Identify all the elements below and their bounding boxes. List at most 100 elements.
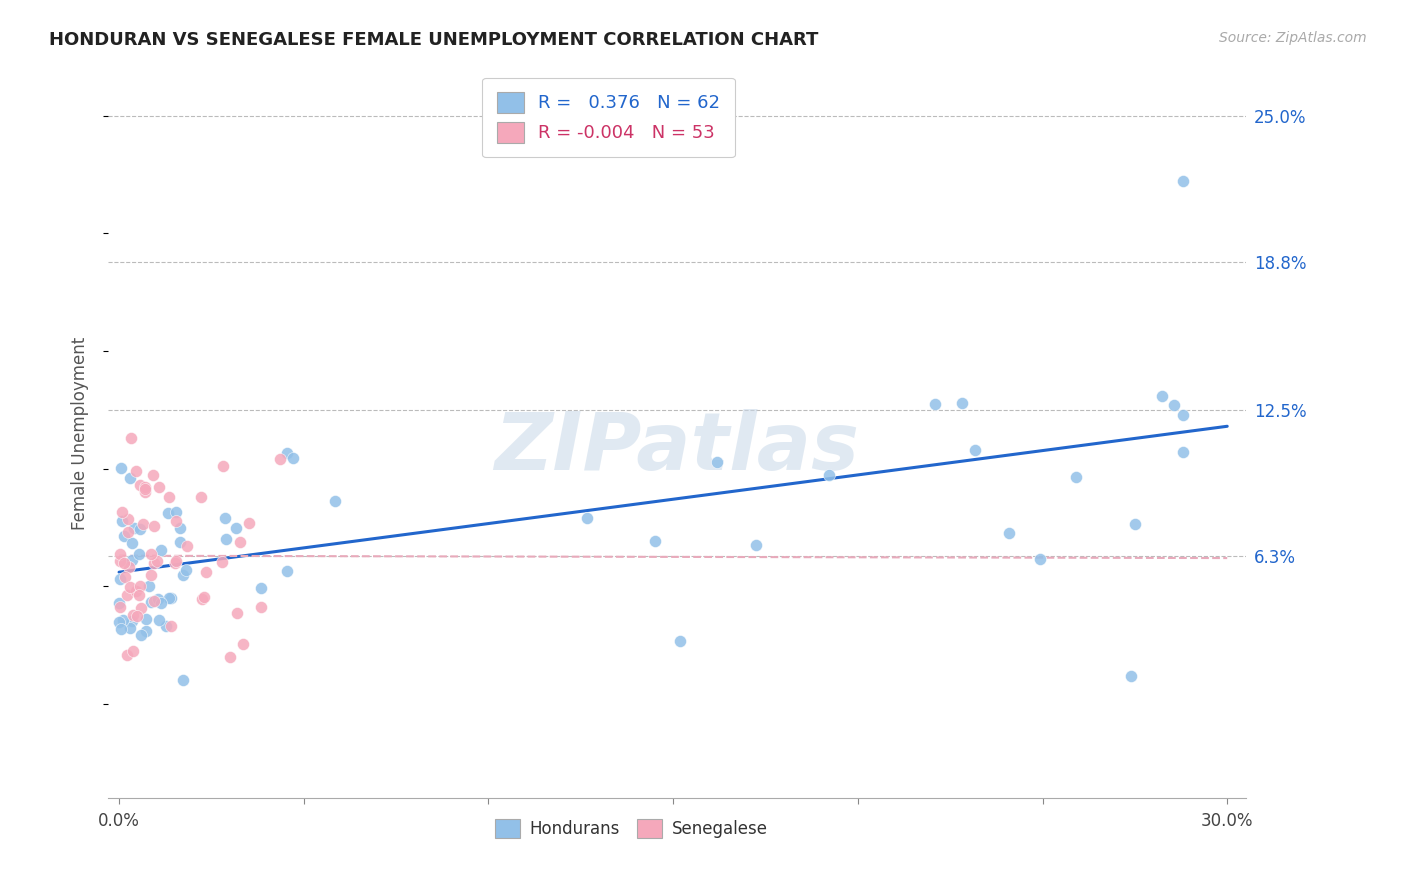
Point <box>166 505 188 519</box>
Point <box>135 612 157 626</box>
Point <box>160 591 183 606</box>
Point <box>124 521 146 535</box>
Point <box>174 564 197 578</box>
Point <box>112 557 135 571</box>
Point <box>818 467 841 482</box>
Point <box>669 633 692 648</box>
Legend: Hondurans, Senegalese: Hondurans, Senegalese <box>488 812 775 845</box>
Point <box>165 514 187 528</box>
Point <box>191 591 214 606</box>
Point <box>157 591 180 605</box>
Point <box>157 490 180 504</box>
Point <box>125 583 148 598</box>
Point <box>129 601 152 615</box>
Point <box>120 432 142 446</box>
Point <box>122 607 145 622</box>
Point <box>132 516 155 531</box>
Point <box>111 613 134 627</box>
Point <box>134 484 156 499</box>
Point <box>159 619 181 633</box>
Point <box>142 556 165 570</box>
Point <box>211 458 233 473</box>
Point <box>1171 174 1194 188</box>
Point <box>142 468 165 483</box>
Point <box>249 599 271 614</box>
Point <box>998 525 1021 540</box>
Point <box>211 555 233 569</box>
Point <box>139 547 162 561</box>
Point <box>129 579 152 593</box>
Y-axis label: Female Unemployment: Female Unemployment <box>72 336 89 530</box>
Point <box>150 597 173 611</box>
Point <box>924 396 946 410</box>
Point <box>110 600 132 615</box>
Point <box>283 450 305 465</box>
Point <box>118 621 141 635</box>
Point <box>228 534 250 549</box>
Point <box>950 396 973 410</box>
Point <box>226 606 249 620</box>
Point <box>108 615 131 629</box>
Text: HONDURAN VS SENEGALESE FEMALE UNEMPLOYMENT CORRELATION CHART: HONDURAN VS SENEGALESE FEMALE UNEMPLOYME… <box>49 31 818 49</box>
Point <box>1029 552 1052 566</box>
Point <box>214 532 236 546</box>
Point <box>142 594 165 608</box>
Point <box>121 614 143 628</box>
Point <box>128 547 150 561</box>
Point <box>117 524 139 539</box>
Point <box>121 644 143 658</box>
Point <box>115 648 138 662</box>
Point <box>114 570 136 584</box>
Point <box>108 554 131 568</box>
Point <box>194 565 217 579</box>
Point <box>1066 470 1088 484</box>
Point <box>269 451 291 466</box>
Point <box>112 529 135 543</box>
Point <box>117 512 139 526</box>
Point <box>323 493 346 508</box>
Point <box>148 480 170 494</box>
Point <box>193 591 215 605</box>
Point <box>110 572 132 586</box>
Point <box>1163 398 1185 412</box>
Point <box>135 624 157 638</box>
Point <box>155 619 177 633</box>
Point <box>121 553 143 567</box>
Point <box>134 480 156 494</box>
Point <box>138 579 160 593</box>
Point <box>238 516 260 530</box>
Point <box>129 522 152 536</box>
Point <box>706 455 728 469</box>
Point <box>143 519 166 533</box>
Point <box>146 591 169 606</box>
Point <box>121 536 143 550</box>
Point <box>108 596 131 610</box>
Point <box>128 588 150 602</box>
Point <box>139 595 162 609</box>
Point <box>134 482 156 496</box>
Point <box>165 556 187 570</box>
Point <box>128 478 150 492</box>
Point <box>148 613 170 627</box>
Point <box>118 580 141 594</box>
Point <box>176 539 198 553</box>
Point <box>1171 444 1194 458</box>
Point <box>115 588 138 602</box>
Point <box>576 511 599 525</box>
Point <box>117 560 139 574</box>
Point <box>165 554 187 568</box>
Point <box>225 521 247 535</box>
Point <box>110 622 132 636</box>
Point <box>219 649 242 664</box>
Point <box>125 464 148 478</box>
Point <box>127 608 149 623</box>
Point <box>1152 389 1174 403</box>
Point <box>1121 669 1143 683</box>
Point <box>129 628 152 642</box>
Point <box>172 567 194 582</box>
Point <box>644 534 666 549</box>
Text: ZIPatlas: ZIPatlas <box>495 409 859 487</box>
Text: Source: ZipAtlas.com: Source: ZipAtlas.com <box>1219 31 1367 45</box>
Point <box>744 538 766 552</box>
Point <box>111 515 134 529</box>
